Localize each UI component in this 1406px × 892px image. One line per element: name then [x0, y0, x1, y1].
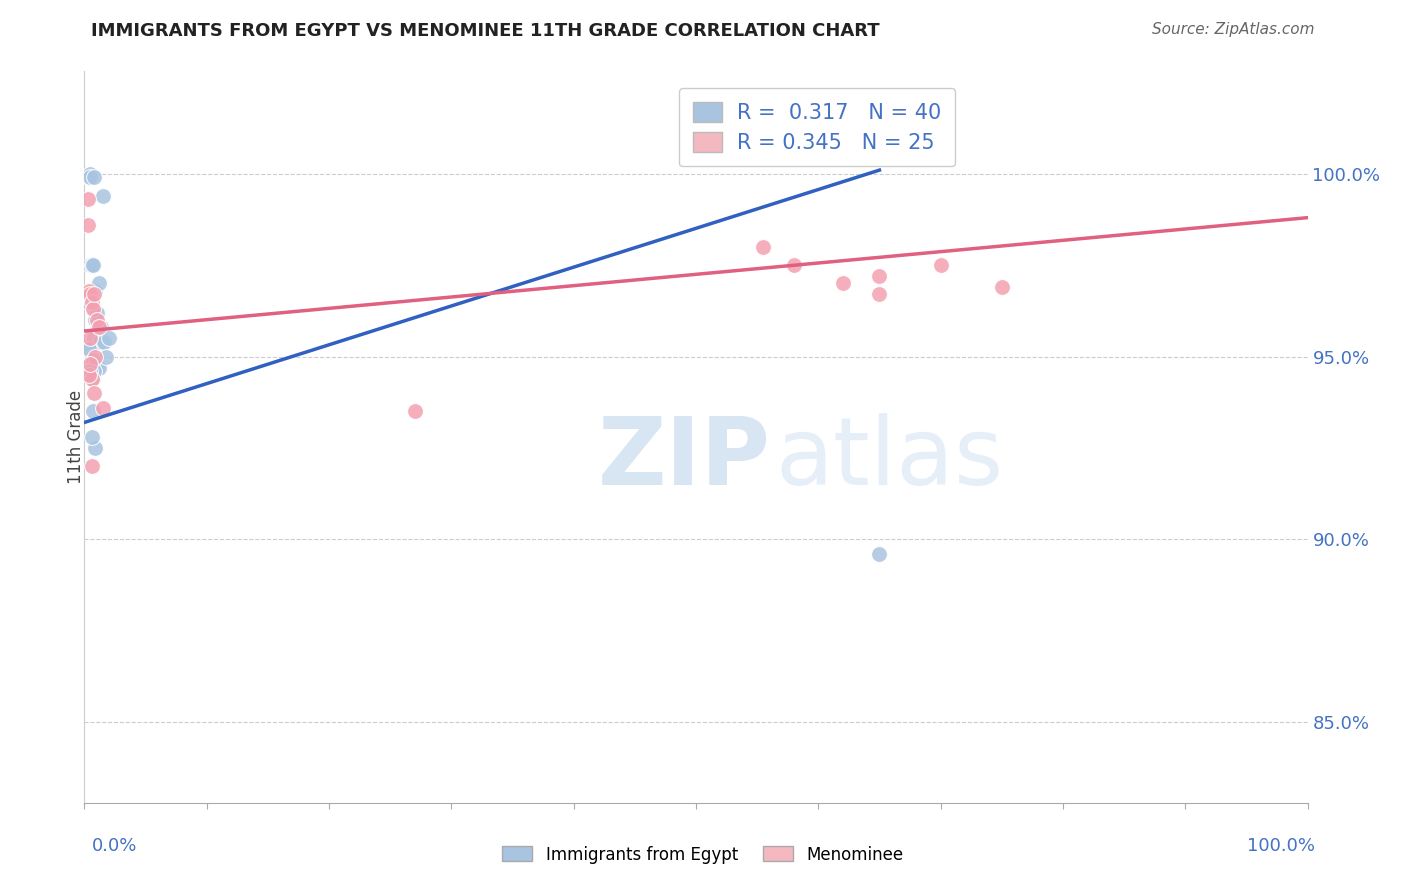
- Point: [77, 170, 100, 185]
- Point: [80, 284, 103, 298]
- Point: [80, 459, 103, 474]
- Point: [83, 364, 105, 378]
- Point: [84, 350, 107, 364]
- Point: [82, 258, 104, 272]
- Point: [87, 320, 110, 334]
- Point: [87, 360, 110, 375]
- Point: [991, 280, 1014, 294]
- Point: [83, 331, 105, 345]
- Point: [97, 331, 120, 345]
- Point: [91, 401, 114, 415]
- Point: [869, 287, 891, 301]
- Point: [77, 287, 100, 301]
- Legend: Immigrants from Egypt, Menominee: Immigrants from Egypt, Menominee: [496, 839, 910, 871]
- Point: [831, 277, 853, 291]
- Text: IMMIGRANTS FROM EGYPT VS MENOMINEE 11TH GRADE CORRELATION CHART: IMMIGRANTS FROM EGYPT VS MENOMINEE 11TH …: [91, 22, 880, 40]
- Point: [89, 334, 111, 349]
- Point: [82, 404, 104, 418]
- Point: [80, 258, 103, 272]
- Point: [79, 258, 101, 272]
- Point: [77, 294, 100, 309]
- Point: [80, 350, 103, 364]
- Text: 0.0%: 0.0%: [91, 837, 136, 855]
- Point: [83, 301, 105, 317]
- Point: [80, 430, 103, 444]
- Point: [79, 331, 101, 345]
- Text: Source: ZipAtlas.com: Source: ZipAtlas.com: [1152, 22, 1315, 37]
- Point: [83, 170, 105, 185]
- Point: [77, 343, 100, 357]
- Point: [82, 298, 104, 312]
- Point: [752, 240, 775, 254]
- Point: [783, 258, 806, 272]
- Point: [77, 368, 100, 382]
- Point: [82, 353, 104, 368]
- Point: [84, 313, 107, 327]
- Point: [79, 294, 101, 309]
- Point: [869, 269, 891, 284]
- Point: [91, 188, 114, 202]
- Point: [404, 404, 426, 418]
- Point: [77, 192, 100, 206]
- Point: [79, 170, 101, 185]
- Text: atlas: atlas: [776, 413, 1004, 505]
- Point: [93, 334, 115, 349]
- Point: [929, 258, 952, 272]
- Point: [83, 386, 105, 401]
- Point: [77, 170, 100, 185]
- Y-axis label: 11th Grade: 11th Grade: [67, 390, 84, 484]
- Point: [79, 287, 101, 301]
- Point: [80, 287, 103, 301]
- Point: [86, 313, 108, 327]
- Point: [86, 360, 108, 375]
- Point: [79, 343, 101, 357]
- Legend: R =  0.317   N = 40, R = 0.345   N = 25: R = 0.317 N = 40, R = 0.345 N = 25: [679, 88, 955, 167]
- Point: [869, 547, 891, 561]
- Point: [79, 364, 101, 378]
- Point: [84, 441, 107, 455]
- Point: [79, 167, 101, 181]
- Point: [77, 284, 100, 298]
- Point: [84, 284, 107, 298]
- Point: [87, 320, 110, 334]
- Point: [96, 350, 118, 364]
- Point: [77, 218, 100, 232]
- Point: [83, 287, 105, 301]
- Text: 100.0%: 100.0%: [1247, 837, 1315, 855]
- Point: [82, 371, 104, 385]
- Text: ZIP: ZIP: [598, 413, 770, 505]
- Point: [82, 301, 104, 317]
- Point: [80, 371, 103, 385]
- Point: [79, 357, 101, 371]
- Point: [87, 277, 110, 291]
- Point: [86, 306, 108, 320]
- Point: [80, 294, 103, 309]
- Point: [90, 320, 112, 334]
